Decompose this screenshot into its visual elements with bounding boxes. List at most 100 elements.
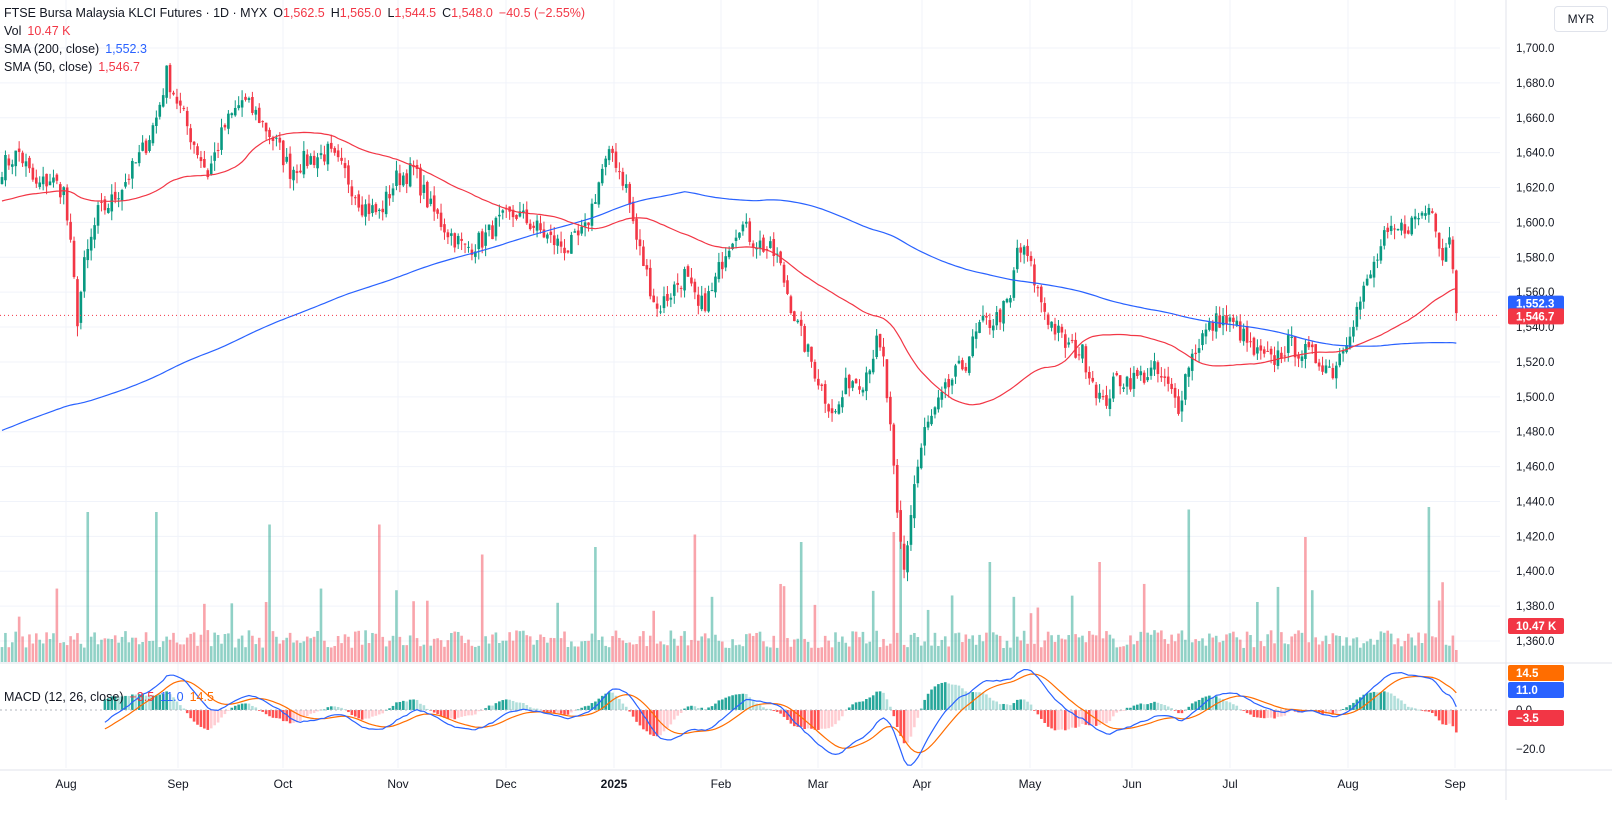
candle: [1077, 347, 1081, 361]
volume-bar: [384, 646, 388, 662]
candle: [196, 143, 199, 159]
candle-body: [1180, 400, 1184, 412]
macd-bar: [1379, 692, 1383, 710]
candle-body: [933, 407, 937, 415]
candle-body: [350, 186, 354, 197]
macd-bar: [943, 682, 947, 710]
candle-body: [110, 194, 114, 212]
candle: [518, 202, 522, 218]
volume-bar: [463, 643, 467, 662]
macd-bar: [978, 692, 981, 710]
volume-bar: [299, 642, 302, 662]
candle-body: [1451, 239, 1455, 270]
candle: [134, 162, 138, 164]
candle-body: [662, 296, 666, 309]
volume-bar: [261, 647, 264, 662]
volume-bar: [679, 635, 683, 662]
candle: [796, 318, 800, 324]
macd-bar: [1448, 710, 1451, 724]
candle: [1112, 372, 1115, 403]
candle: [17, 141, 21, 162]
candle: [690, 268, 693, 287]
candle-body: [333, 148, 337, 153]
candle-body: [1437, 232, 1441, 249]
symbol-title[interactable]: FTSE Bursa Malaysia KLCI Futures · 1D · …: [4, 6, 268, 20]
candle: [635, 213, 638, 250]
candle: [127, 174, 131, 185]
volume-bar: [1283, 643, 1287, 662]
price-tick-label: 1,680.0: [1516, 78, 1554, 90]
macd-bar: [995, 701, 998, 710]
macd-bar: [614, 695, 618, 710]
candle: [1417, 212, 1420, 226]
macd-bar: [594, 701, 597, 710]
candle-body: [895, 464, 899, 513]
candle-body: [621, 171, 625, 186]
macd-bar: [484, 708, 487, 710]
volume-bar: [631, 644, 635, 662]
candle-body: [703, 293, 707, 311]
sma200-label: SMA (200, close): [4, 42, 100, 56]
macd-bar: [124, 695, 127, 710]
volume-bar: [727, 647, 731, 662]
currency-button[interactable]: MYR: [1554, 6, 1608, 32]
volume-bar: [604, 645, 607, 662]
macd-bar: [542, 710, 546, 712]
candle-body: [539, 223, 542, 231]
candle: [467, 241, 470, 253]
candle: [347, 160, 350, 194]
volume-bar: [415, 638, 419, 662]
candle-body: [1019, 247, 1023, 253]
candle-body: [381, 208, 385, 213]
volume-bar: [758, 631, 762, 662]
macd-bar: [892, 710, 896, 717]
macd-legend[interactable]: MACD (12, 26, close) −3.5 11.0 14.5: [4, 690, 214, 704]
macd-bar: [209, 710, 213, 729]
candle-body: [734, 237, 738, 241]
candle: [559, 231, 563, 254]
volume-bar: [779, 583, 782, 662]
sma200-row[interactable]: SMA (200, close) 1,552.3: [4, 40, 585, 58]
volume-bar: [899, 512, 902, 662]
volume-bar: [1077, 637, 1081, 662]
candle: [834, 408, 837, 414]
macd-bar: [518, 702, 522, 710]
candle-body: [1057, 325, 1060, 333]
candle-body: [4, 155, 7, 181]
candle: [206, 168, 210, 180]
macd-hist-value: −3.5: [129, 690, 155, 704]
candle: [384, 185, 388, 218]
vol-row[interactable]: Vol 10.47 K: [4, 22, 585, 40]
volume-bar: [65, 645, 69, 662]
candle-body: [981, 315, 985, 321]
sma50-row[interactable]: SMA (50, close) 1,546.7: [4, 58, 585, 76]
candle-body: [151, 125, 155, 144]
macd-bar: [1455, 710, 1458, 733]
candle: [1039, 284, 1043, 313]
candle: [700, 285, 704, 312]
volume-bar: [978, 634, 981, 662]
candle-body: [913, 484, 916, 519]
volume-bar: [450, 633, 453, 662]
candle: [439, 203, 443, 231]
macd-bar: [220, 710, 223, 718]
macd-bar: [806, 710, 810, 729]
macd-bar: [347, 710, 350, 713]
candle: [683, 266, 686, 298]
volume-bar: [144, 632, 148, 662]
macd-bar: [247, 703, 251, 710]
candle: [422, 175, 426, 200]
volume-bar: [820, 647, 824, 662]
volume-badge: 10.47 K: [1508, 618, 1564, 634]
volume-bar: [151, 640, 155, 662]
volume-bar: [583, 640, 587, 662]
candle-body: [985, 315, 988, 318]
volume-bar: [1276, 586, 1280, 662]
volume-bar: [408, 635, 412, 662]
candle: [446, 229, 450, 245]
volume-bar: [1184, 639, 1187, 662]
volume-bar: [340, 643, 343, 662]
volume-bar: [786, 638, 789, 662]
volume-bar: [1101, 638, 1105, 662]
